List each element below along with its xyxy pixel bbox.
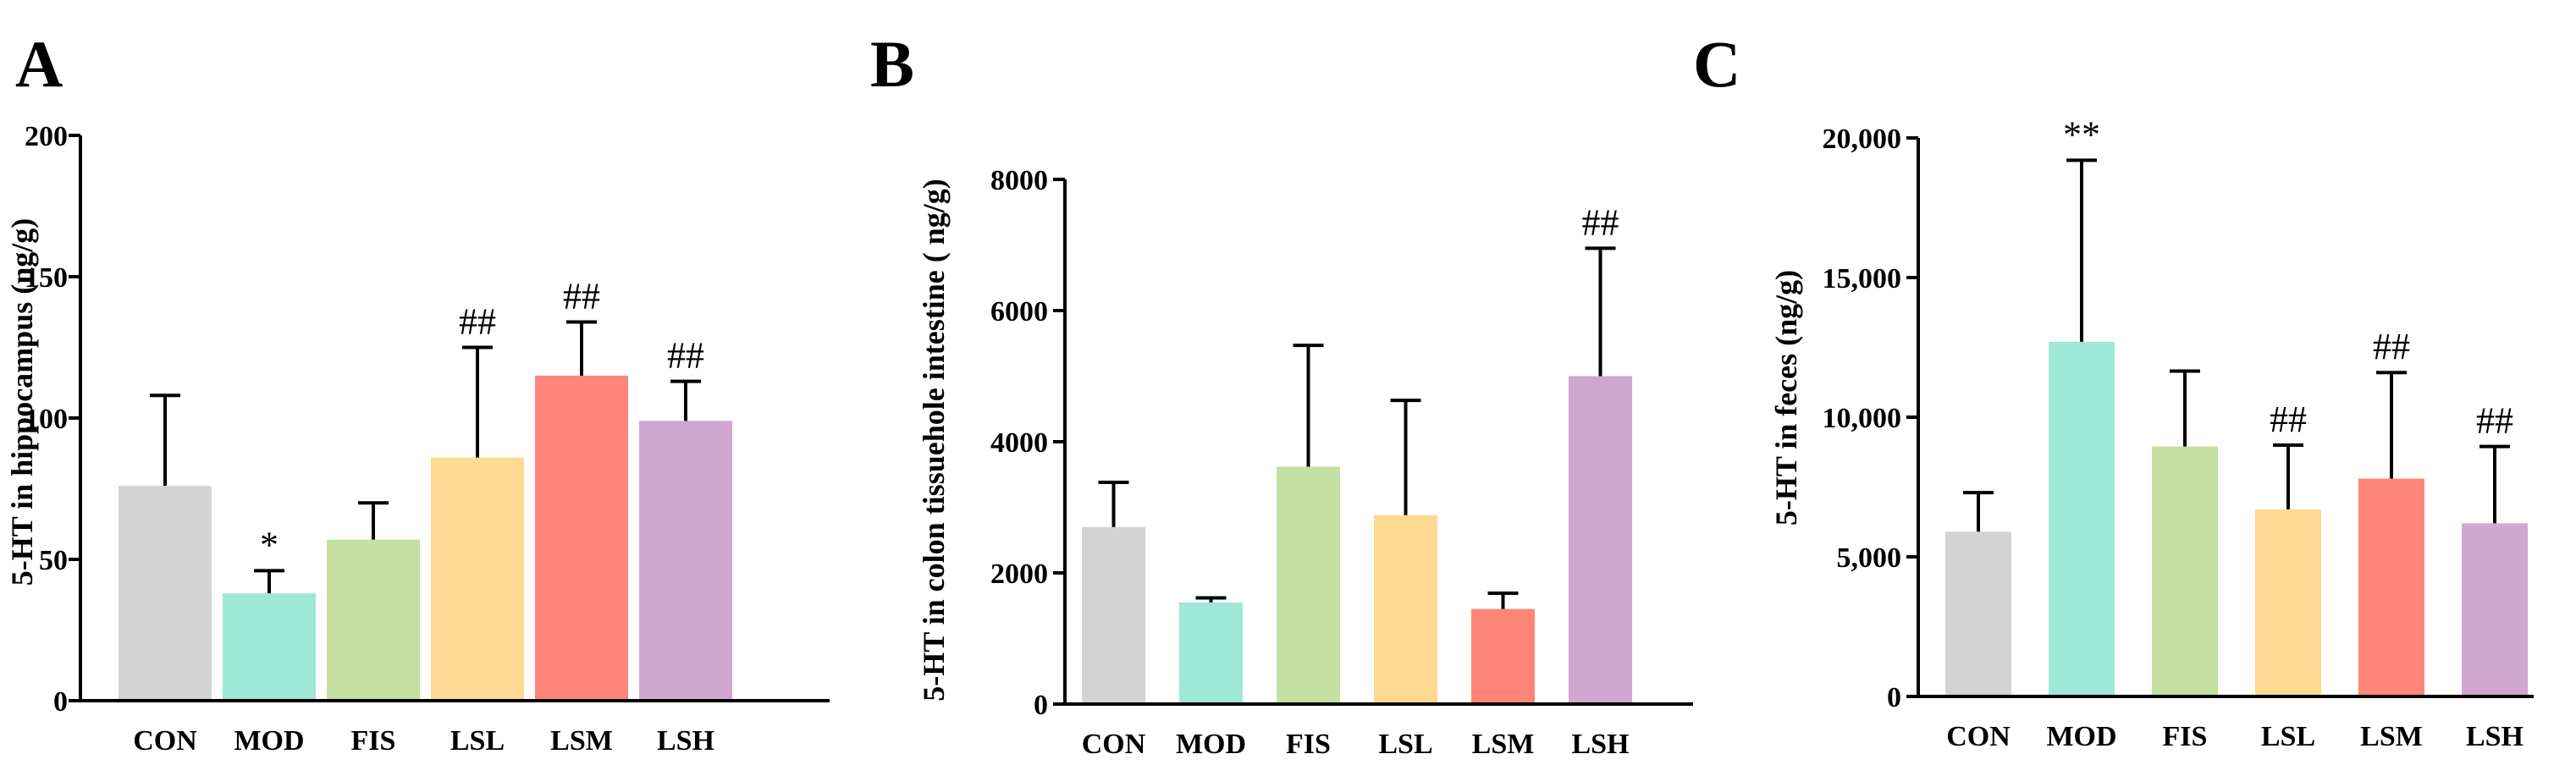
bar-con: [1945, 531, 2011, 696]
bar-lsm: [535, 375, 628, 701]
y-tick-label: 4000: [990, 427, 1048, 459]
error-bar-lsh: [2479, 444, 2510, 524]
panel-label-c: C: [1693, 27, 1740, 101]
panel-b: B CON MOD FIS LSL LSM ## LSH 0 2000 4000 6000 8000 5-…: [870, 27, 1693, 760]
bar-con: [119, 486, 212, 701]
panel-label-a: A: [15, 27, 63, 101]
y-tick-label: 6000: [990, 296, 1048, 327]
y-tick-label: 200: [25, 121, 68, 152]
category-label-lsh: LSH: [2466, 721, 2524, 752]
panel-label-b: B: [870, 27, 914, 101]
category-label-lsl: LSL: [450, 725, 505, 757]
category-label-lsh: LSH: [1571, 729, 1629, 760]
bar-lsl: [1374, 515, 1437, 704]
y-tick-label: 150: [25, 262, 68, 294]
significance-label: ##: [2476, 400, 2513, 442]
significance-label: ##: [2270, 399, 2307, 440]
category-label-lsm: LSM: [1472, 729, 1535, 760]
y-axis-title: 5-HT in colon tissuehole intestine ( ng/…: [917, 179, 951, 701]
bar-lsm: [1471, 608, 1535, 704]
significance-label: ##: [1582, 201, 1619, 243]
error-bar-con: [1963, 491, 1994, 532]
y-axis-title: 5-HT in hippocampus (ng/g): [5, 218, 39, 586]
category-label-mod: MOD: [234, 725, 304, 757]
category-label-fis: FIS: [2163, 721, 2208, 752]
bar-fis: [2152, 446, 2218, 696]
bar-fis: [1277, 466, 1340, 704]
y-tick-label: 2000: [990, 559, 1048, 590]
error-bar-mod: [1195, 596, 1227, 603]
y-tick-label: 0: [53, 686, 68, 718]
significance-label: ##: [563, 275, 600, 316]
bar-mod: [2049, 341, 2115, 696]
category-label-fis: FIS: [1286, 729, 1331, 760]
y-tick-label: 10,000: [1823, 403, 1902, 434]
bar-con: [1082, 526, 1145, 704]
error-bar-fis: [2170, 369, 2200, 447]
bar-lsl: [2255, 509, 2321, 696]
error-bar-con: [150, 394, 180, 487]
error-bar-mod: [2066, 158, 2097, 342]
category-label-mod: MOD: [1176, 729, 1246, 760]
error-bar-mod: [254, 569, 284, 594]
significance-label: ##: [667, 335, 704, 377]
category-label-lsm: LSM: [550, 725, 613, 757]
y-axis-title: 5-HT in feces (ng/g): [1769, 270, 1803, 526]
y-tick-label: 5,000: [1837, 542, 1902, 574]
error-bar-lsl: [2273, 443, 2303, 509]
category-label-con: CON: [133, 725, 197, 757]
category-label-con: CON: [1946, 721, 2011, 752]
y-tick-label: 0: [1887, 682, 1901, 713]
y-tick-label: 100: [25, 404, 68, 435]
significance-label: *: [260, 524, 279, 565]
category-label-lsh: LSH: [657, 725, 714, 757]
significance-label: ##: [2373, 326, 2410, 367]
error-bar-fis: [1293, 344, 1324, 467]
y-tick-label: 0: [1034, 690, 1048, 721]
category-label-lsl: LSL: [2261, 721, 2315, 752]
panel-c: C CON ** MOD FIS ## LSL ## LSM ## LSH 0 5,000 10,000 1…: [1693, 27, 2534, 752]
category-label-fis: FIS: [351, 725, 396, 757]
panel-a: A CON * MOD FIS ## LSL ## LSM ## LSH 0 50 100 150 200 5-…: [5, 27, 830, 757]
bar-lsm: [2358, 478, 2424, 696]
category-label-con: CON: [1082, 729, 1146, 760]
category-label-lsl: LSL: [1378, 729, 1432, 760]
bar-fis: [327, 539, 420, 701]
error-bar-lsm: [2376, 371, 2407, 479]
bar-mod: [223, 593, 316, 701]
bar-mod: [1179, 602, 1243, 704]
y-tick-label: 50: [39, 545, 68, 576]
error-bar-lsh: [670, 379, 701, 421]
bar-lsh: [2462, 523, 2528, 696]
y-tick-label: 20,000: [1823, 124, 1902, 155]
error-bar-fis: [358, 501, 389, 540]
error-bar-lsl: [1390, 399, 1421, 515]
y-tick-label: 8000: [990, 165, 1048, 196]
category-label-lsm: LSM: [2360, 721, 2423, 752]
error-bar-lsm: [566, 320, 597, 376]
error-bar-con: [1098, 481, 1129, 527]
y-tick-label: 15,000: [1823, 263, 1902, 294]
error-bar-lsh: [1585, 246, 1616, 377]
bar-lsl: [431, 457, 524, 701]
bar-lsh: [1569, 376, 1632, 704]
error-bar-lsl: [462, 345, 493, 458]
error-bar-lsm: [1487, 592, 1519, 609]
category-label-mod: MOD: [2046, 721, 2116, 752]
significance-label: ##: [459, 301, 496, 343]
significance-label: **: [2063, 113, 2100, 155]
bar-lsh: [639, 421, 732, 701]
